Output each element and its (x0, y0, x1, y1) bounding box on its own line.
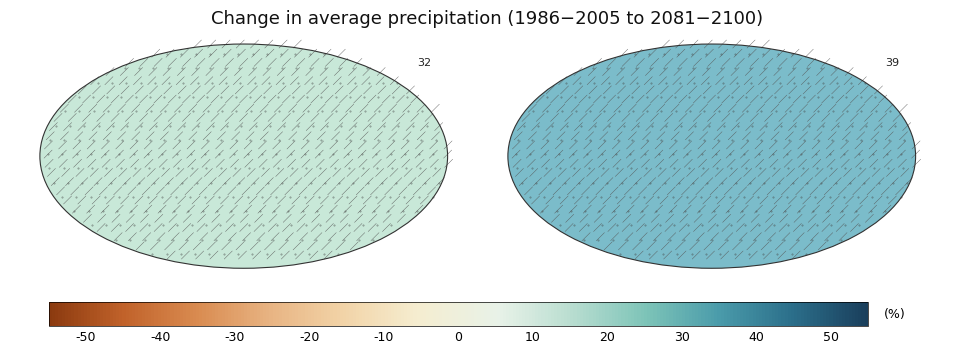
Text: Change in average precipitation (1986−2005 to 2081−2100): Change in average precipitation (1986−20… (212, 10, 763, 28)
Text: 39: 39 (885, 58, 899, 68)
Ellipse shape (40, 44, 448, 268)
Ellipse shape (508, 44, 916, 268)
Text: 32: 32 (417, 58, 431, 68)
Text: (%): (%) (884, 307, 906, 321)
